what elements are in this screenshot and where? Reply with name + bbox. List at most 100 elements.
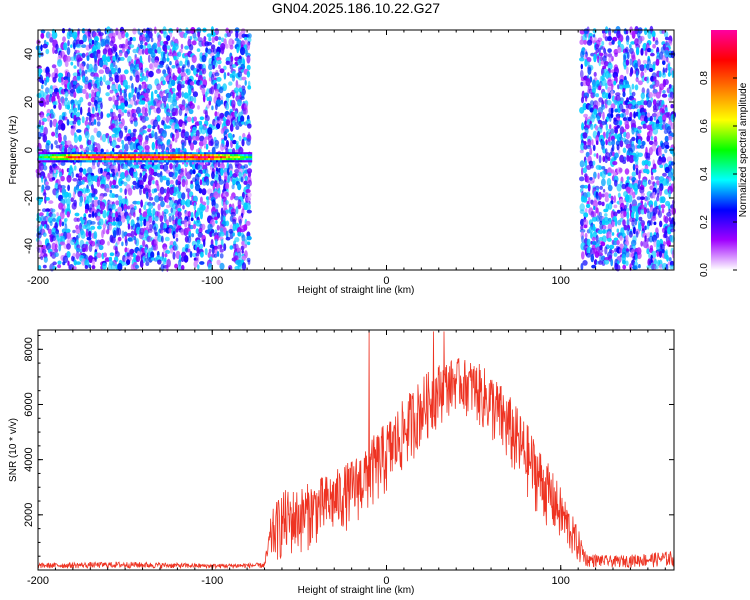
heatmap-cell [230, 160, 233, 163]
heatmap-cell [645, 156, 651, 161]
heatmap-cell [84, 152, 87, 155]
heatmap-cell [580, 50, 585, 59]
heatmap-cell [213, 246, 218, 255]
heatmap-cell [640, 92, 645, 100]
heatmap-cell [192, 91, 198, 98]
heatmap-cell [68, 156, 71, 159]
heatmap-cell [136, 200, 141, 205]
y-tick-label: 8000 [23, 337, 35, 361]
heatmap-cell [120, 215, 126, 223]
heatmap-cell [579, 160, 585, 168]
heatmap-cell [605, 139, 608, 146]
heatmap-cell [63, 42, 68, 51]
heatmap-cell [658, 250, 663, 258]
heatmap-cell [224, 156, 227, 159]
heatmap-cell [640, 240, 644, 247]
heatmap-cell [156, 107, 161, 114]
heatmap-cell [590, 253, 595, 263]
heatmap-cell [656, 251, 660, 258]
x-tick-label: 100 [552, 275, 570, 287]
heatmap-cell [225, 182, 230, 191]
heatmap-cell [619, 247, 623, 254]
heatmap-cell [42, 232, 47, 237]
heatmap-cell [238, 87, 243, 93]
heatmap-cell [114, 152, 117, 155]
heatmap-cell [590, 232, 593, 239]
heatmap-cell [45, 181, 49, 186]
heatmap-cell [54, 252, 59, 258]
heatmap-cell [201, 88, 206, 94]
heatmap-cell [132, 152, 135, 155]
heatmap-cell [614, 218, 618, 227]
heatmap-cell [661, 72, 667, 78]
heatmap-cell [60, 123, 66, 131]
heatmap-cell [180, 150, 183, 153]
heatmap-cell [51, 242, 57, 251]
heatmap-cell [139, 180, 144, 186]
heatmap-cell [174, 160, 177, 163]
heatmap-cell [93, 188, 98, 195]
heatmap-cell [38, 156, 41, 159]
heatmap-cell [62, 36, 66, 43]
heatmap-cell [196, 48, 201, 52]
heatmap-cell [102, 158, 105, 161]
heatmap-cell [130, 154, 133, 157]
heatmap-cell [105, 92, 110, 97]
heatmap-cell [76, 111, 81, 118]
heatmap-cell [178, 158, 181, 161]
heatmap-cell [204, 158, 207, 161]
heatmap-cell [66, 156, 69, 159]
heatmap-cell [648, 180, 653, 185]
heatmap-cell [176, 152, 179, 155]
heatmap-cell [597, 252, 604, 257]
heatmap-cell [140, 199, 144, 208]
heatmap-cell [133, 236, 137, 241]
heatmap-cell [184, 154, 187, 157]
heatmap-cell [617, 40, 621, 46]
heatmap-cell [609, 244, 615, 250]
heatmap-cell [208, 156, 211, 159]
heatmap-cell [106, 113, 111, 118]
heatmap-cell [143, 92, 149, 98]
heatmap-cell [215, 220, 218, 224]
heatmap-cell [133, 211, 136, 218]
heatmap-cell [664, 67, 668, 73]
heatmap-cell [241, 234, 246, 243]
heatmap-cell [185, 247, 189, 253]
heatmap-cell [200, 154, 203, 157]
heatmap-cell [40, 215, 45, 222]
heatmap-cell [148, 152, 151, 155]
heatmap-cell [654, 40, 659, 46]
heatmap-cell [166, 156, 169, 159]
heatmap-cell [152, 154, 155, 157]
heatmap-cell [598, 58, 602, 67]
heatmap-cell [162, 163, 169, 172]
heatmap-cell [123, 231, 128, 237]
heatmap-cell [98, 218, 104, 226]
heatmap-cell [72, 120, 77, 125]
heatmap-cell [617, 260, 620, 265]
heatmap-cell [607, 202, 613, 210]
heatmap-cell [241, 262, 247, 271]
heatmap-cell [618, 167, 623, 173]
heatmap-cell [583, 39, 587, 45]
heatmap-cell [66, 198, 71, 207]
heatmap-cell [154, 160, 157, 163]
heatmap-cell [82, 158, 85, 161]
heatmap-cell [92, 158, 95, 161]
heatmap-cell [118, 152, 121, 155]
colorbar-tick-label: 0.8 [699, 71, 710, 85]
heatmap-cell [585, 252, 592, 258]
heatmap-cell [98, 244, 104, 251]
heatmap-cell [226, 156, 229, 159]
heatmap-cell [68, 152, 71, 155]
heatmap-cell [65, 228, 71, 234]
heatmap-cell [207, 252, 211, 259]
heatmap-cell [648, 92, 653, 99]
heatmap-cell [88, 156, 91, 159]
heatmap-cell [244, 156, 247, 159]
heatmap-cell [242, 158, 245, 161]
heatmap-cell [112, 152, 115, 155]
heatmap-cell [161, 95, 168, 103]
heatmap-cell [231, 64, 237, 68]
